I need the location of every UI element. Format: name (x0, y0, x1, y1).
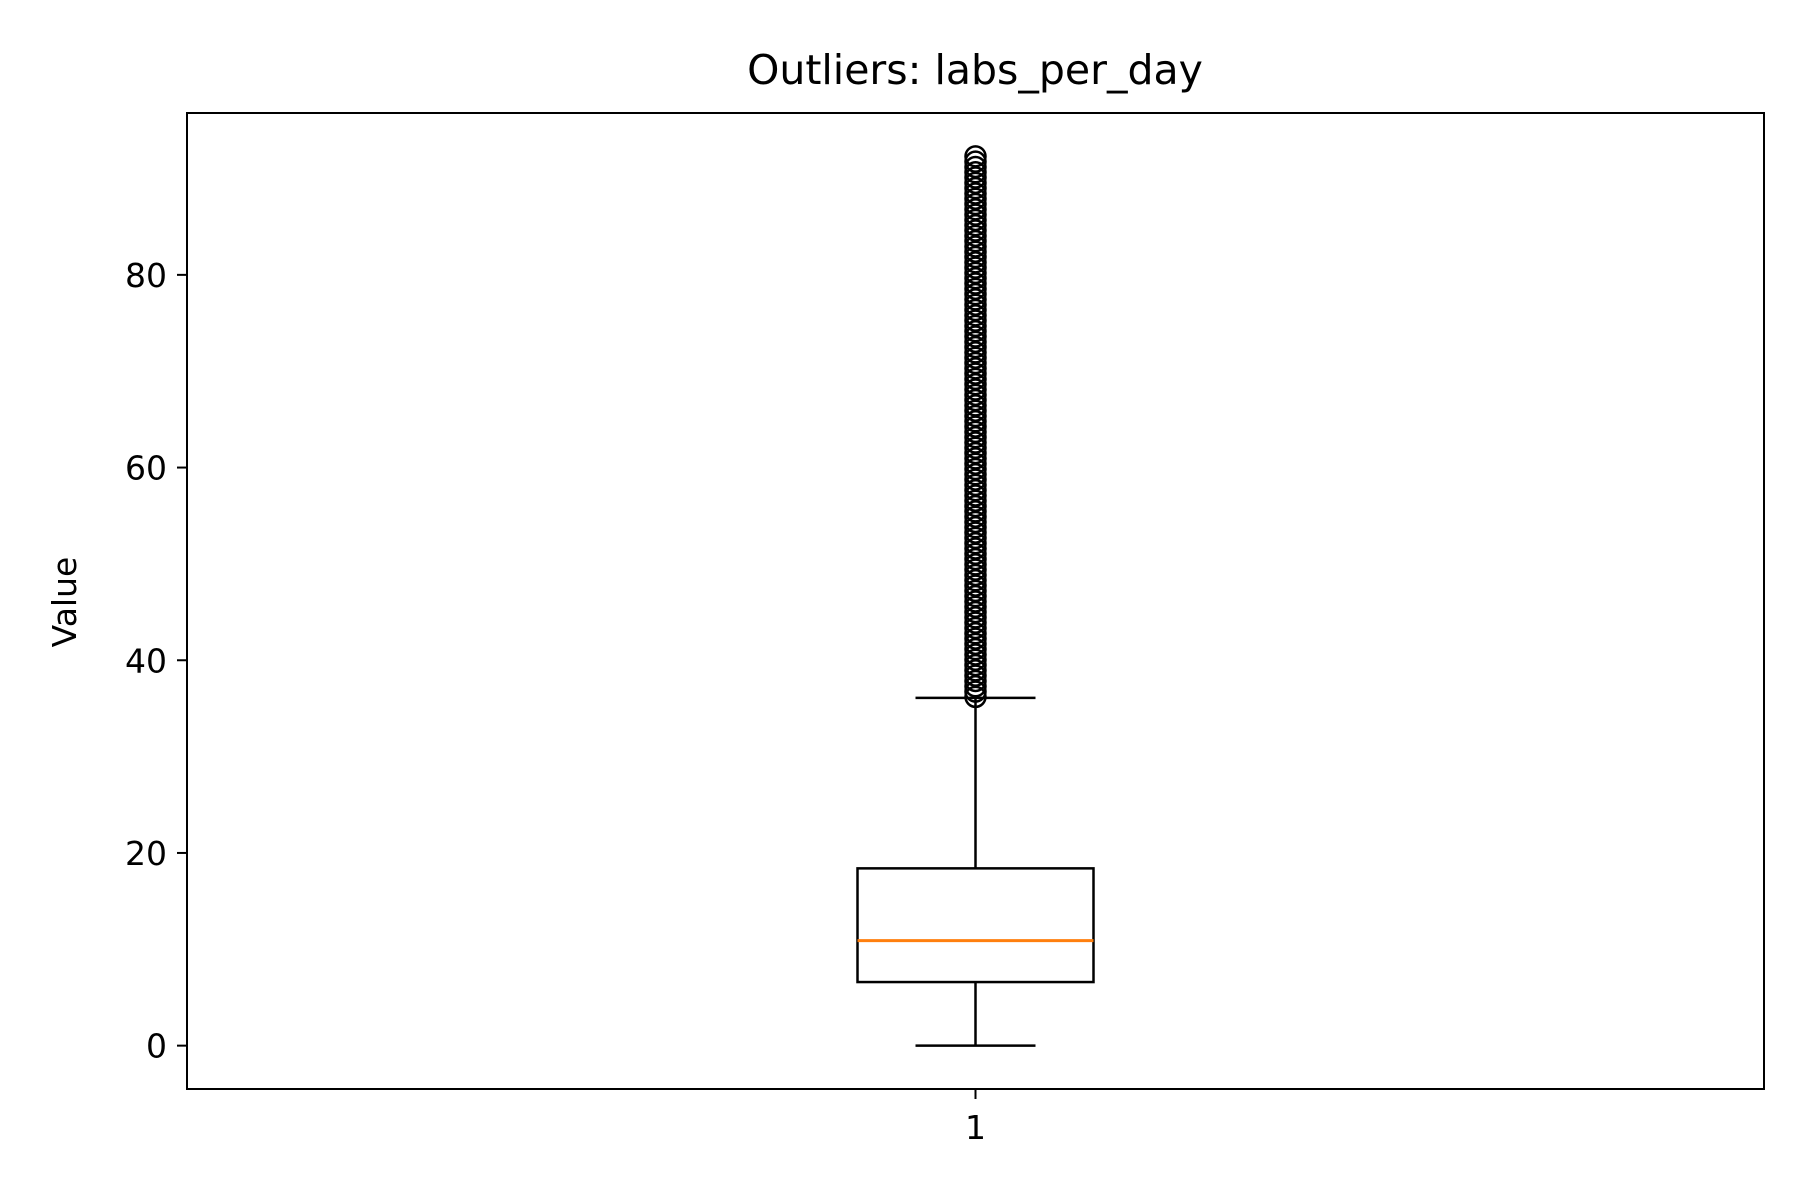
outlier-point (964, 161, 987, 184)
y-tick-label: 40 (125, 641, 167, 680)
iqr-box (856, 867, 1095, 984)
y-tick-label: 20 (125, 834, 167, 873)
axes-frame (186, 112, 1765, 1090)
outlier-point (964, 155, 987, 179)
y-tick-label: 60 (125, 449, 167, 488)
chart-title: Outliers: labs_per_day (747, 46, 1203, 94)
x-tick-label: 1 (965, 1108, 986, 1147)
outlier-point (964, 150, 987, 173)
y-tick-label: 80 (125, 256, 167, 295)
plot-area: 0 20 40 60 80 1 (125, 145, 1095, 1147)
outlier-point (964, 145, 987, 168)
y-axis-label: Value (45, 557, 84, 648)
y-tick-label: 0 (146, 1027, 167, 1066)
